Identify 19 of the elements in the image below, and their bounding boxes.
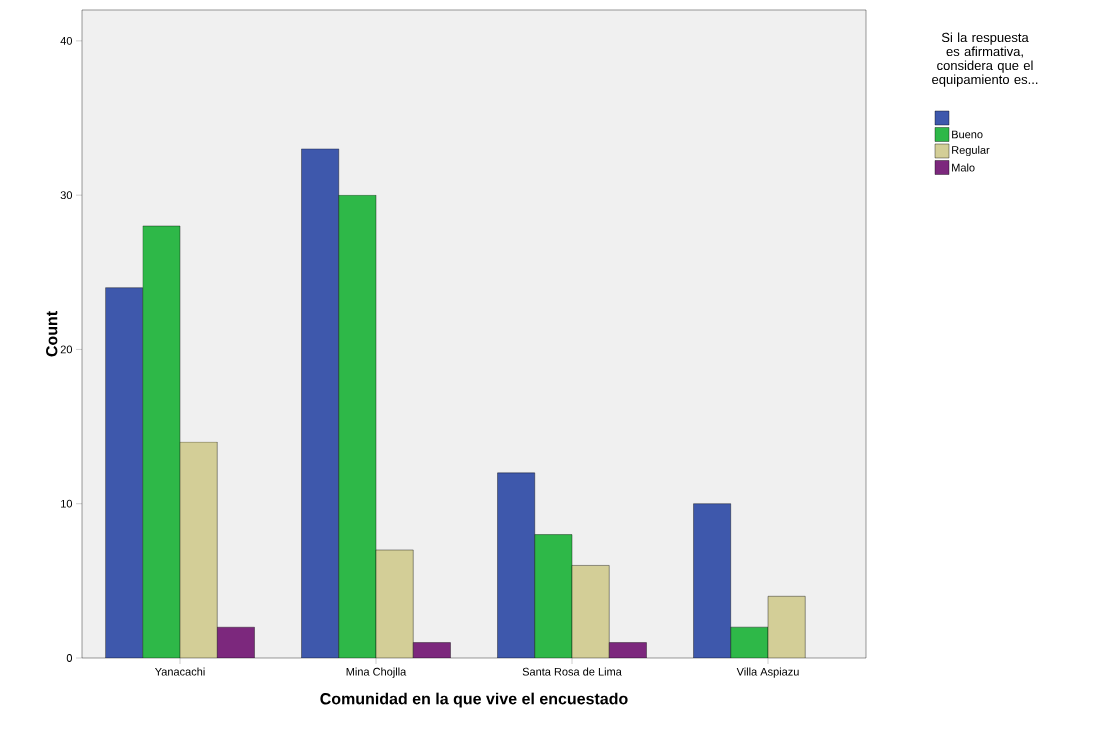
x-tick-label: Santa Rosa de Lima: [522, 667, 622, 676]
y-tick-label: 40: [60, 36, 73, 45]
legend-label: Bueno: [952, 130, 983, 139]
y-tick-label: 30: [60, 191, 73, 200]
bar: [693, 503, 731, 658]
legend-label: Regular: [952, 145, 990, 157]
y-axis-title: Count: [46, 311, 58, 357]
x-tick-label: Yanacachi: [154, 667, 205, 676]
legend-title: Si la respuesta es afirmativa, considera que el equipamiento es...: [932, 32, 1038, 87]
bar: [497, 472, 535, 658]
bar: [301, 148, 339, 658]
legend-label: Malo: [952, 163, 975, 172]
y-tick-label: 20: [60, 345, 73, 354]
bar: [105, 287, 143, 658]
y-tick-label: 0: [66, 654, 73, 662]
y-tick-label: 10: [61, 499, 73, 508]
x-tick-label: Mina Chojlla: [346, 667, 407, 678]
x-axis-title: Comunidad en la que vive el encuestado: [320, 692, 628, 708]
x-tick-label: Villa Aspiazu: [736, 667, 799, 678]
